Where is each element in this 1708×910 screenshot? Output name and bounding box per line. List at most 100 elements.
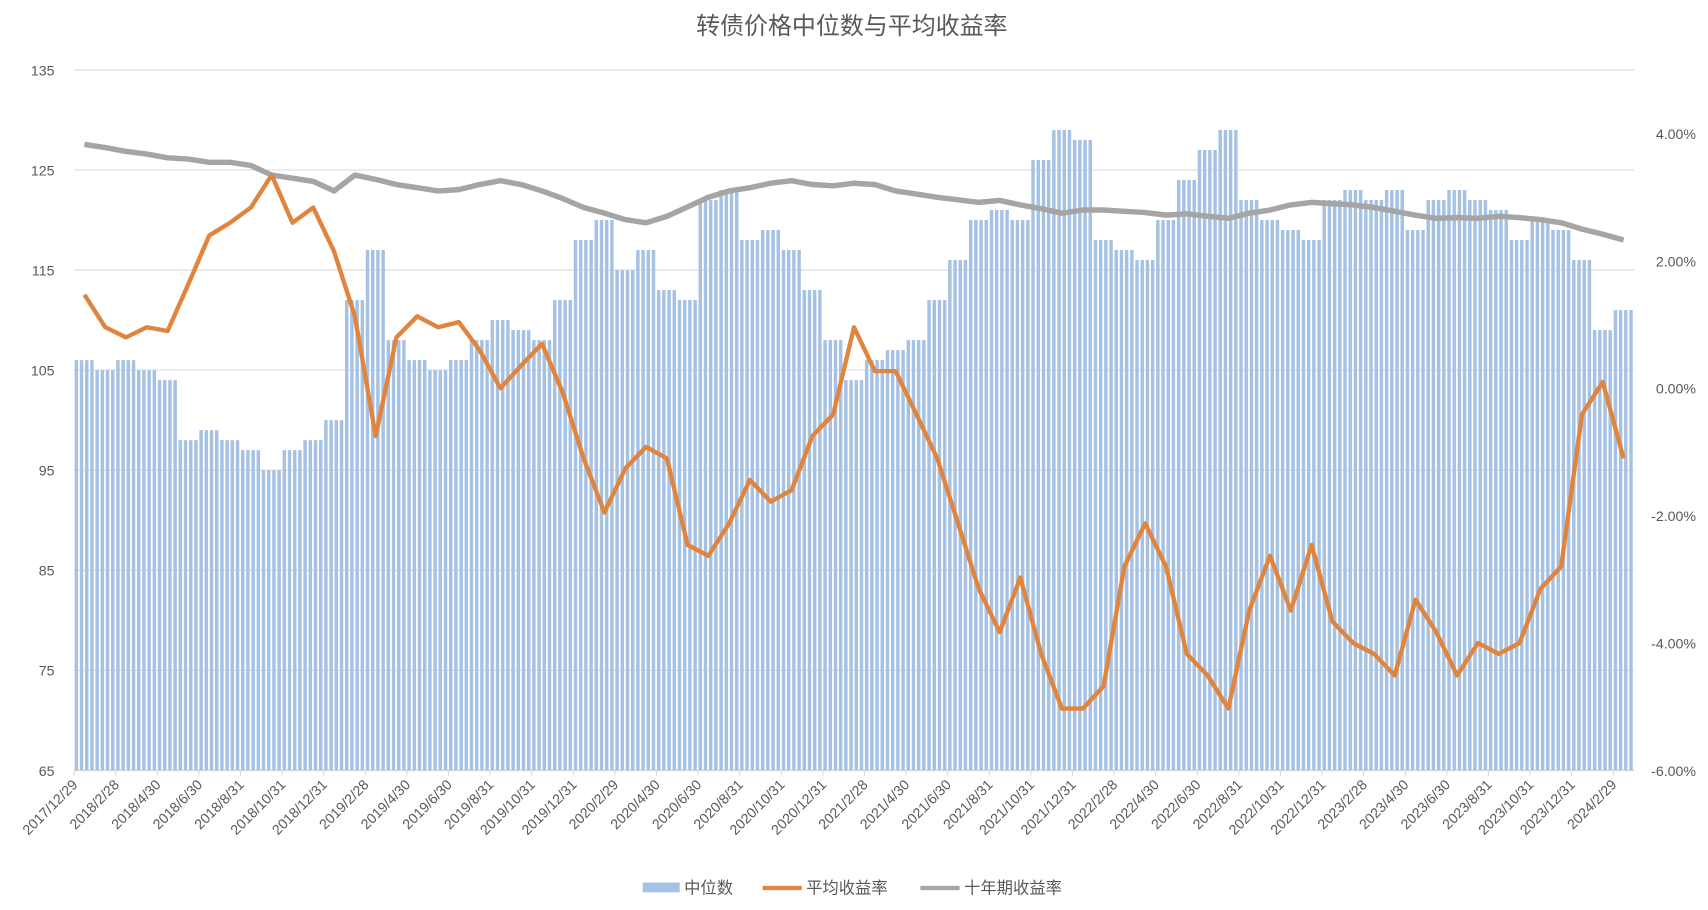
- median-bar: [1327, 200, 1332, 771]
- left-tick-label: 125: [31, 163, 55, 179]
- bar-series-median: [74, 129, 1633, 771]
- median-bar: [142, 370, 146, 771]
- gridlines: [74, 69, 1634, 772]
- median-bar: [870, 360, 874, 771]
- median-bar: [1509, 240, 1514, 771]
- median-bar: [1275, 220, 1280, 771]
- median-bar: [1442, 200, 1446, 771]
- chart-title: 转债价格中位数与平均收益率: [696, 13, 1007, 40]
- median-bar: [1587, 260, 1592, 771]
- median-bar: [755, 240, 760, 771]
- median-bar: [1197, 149, 1202, 771]
- median-bar: [215, 430, 219, 771]
- median-bar: [464, 360, 469, 771]
- median-bar: [1390, 190, 1394, 771]
- median-bar: [901, 350, 905, 771]
- median-bar: [277, 470, 281, 771]
- median-bar: [521, 330, 526, 771]
- median-bar: [714, 200, 718, 771]
- median-bar: [786, 250, 791, 771]
- median-bar: [183, 440, 188, 771]
- median-bar: [1416, 230, 1420, 771]
- median-bar: [1135, 260, 1139, 771]
- median-bar: [646, 250, 651, 771]
- median-bar: [1020, 220, 1025, 771]
- median-bar: [604, 220, 609, 771]
- right-tick-label: 4.00%: [1656, 127, 1697, 143]
- median-bar: [532, 340, 536, 771]
- median-bar: [698, 200, 703, 771]
- median-bar: [802, 290, 807, 771]
- median-bar: [838, 340, 843, 771]
- median-bar: [994, 210, 999, 771]
- median-bar: [1436, 200, 1441, 771]
- median-bar: [1395, 190, 1399, 771]
- median-bar: [1379, 200, 1384, 771]
- median-bar: [1046, 159, 1051, 771]
- median-bar: [547, 340, 552, 771]
- median-bar: [308, 440, 313, 771]
- median-bar: [1306, 240, 1311, 771]
- median-bar: [1280, 230, 1285, 771]
- median-bar: [667, 290, 671, 771]
- median-bar: [350, 300, 354, 771]
- median-bar: [1213, 149, 1217, 771]
- median-bar: [688, 300, 692, 771]
- median-bar: [1494, 210, 1498, 771]
- median-bar: [1618, 310, 1623, 771]
- median-bar: [324, 420, 328, 771]
- median-bar: [1041, 159, 1046, 771]
- median-bar: [292, 450, 297, 771]
- median-bar: [178, 440, 183, 771]
- median-bar: [1062, 129, 1066, 771]
- median-bar: [1317, 240, 1321, 771]
- median-bar: [1254, 200, 1259, 771]
- median-bar: [1088, 139, 1092, 771]
- median-bar: [1358, 190, 1363, 771]
- x-tick-label: 2017/12/29: [20, 777, 82, 839]
- median-bar: [854, 380, 859, 771]
- median-bar: [402, 340, 406, 771]
- median-bar: [1556, 230, 1560, 771]
- median-bar: [797, 250, 801, 771]
- median-bar: [516, 330, 521, 771]
- median-bar: [1145, 260, 1150, 771]
- median-bar: [625, 270, 630, 771]
- median-bar: [760, 230, 765, 771]
- median-bar: [979, 220, 983, 771]
- median-bar: [1483, 200, 1488, 771]
- median-bar: [1520, 240, 1524, 771]
- median-bar: [412, 360, 417, 771]
- median-bar: [651, 250, 656, 771]
- median-bar: [454, 360, 458, 771]
- median-bar: [896, 350, 900, 771]
- median-bar: [1473, 200, 1477, 771]
- median-bar: [1026, 220, 1030, 771]
- median-bar: [1301, 240, 1306, 771]
- median-bar: [438, 370, 443, 771]
- median-bar: [750, 240, 755, 771]
- median-bar: [1015, 220, 1020, 771]
- left-tick-label: 65: [39, 764, 55, 780]
- median-bar: [1057, 129, 1061, 771]
- median-bar: [256, 450, 261, 771]
- median-bar: [235, 440, 240, 771]
- median-bar: [1202, 149, 1207, 771]
- median-bar: [890, 350, 895, 771]
- median-bar: [1291, 230, 1295, 771]
- median-bar: [506, 320, 510, 771]
- median-bar: [1104, 240, 1108, 771]
- median-bar: [916, 340, 921, 771]
- median-bar: [199, 430, 203, 771]
- median-bar: [1260, 220, 1264, 771]
- median-bar: [194, 440, 198, 771]
- median-bar: [396, 340, 401, 771]
- median-bar: [511, 330, 515, 771]
- median-bar: [1530, 220, 1534, 771]
- median-bar: [1296, 230, 1300, 771]
- median-bar: [781, 250, 786, 771]
- median-bar: [1109, 240, 1113, 771]
- legend-label-10y-yield: 十年期收益率: [964, 879, 1062, 897]
- median-bar: [864, 360, 869, 771]
- line-series: [82, 141, 1626, 711]
